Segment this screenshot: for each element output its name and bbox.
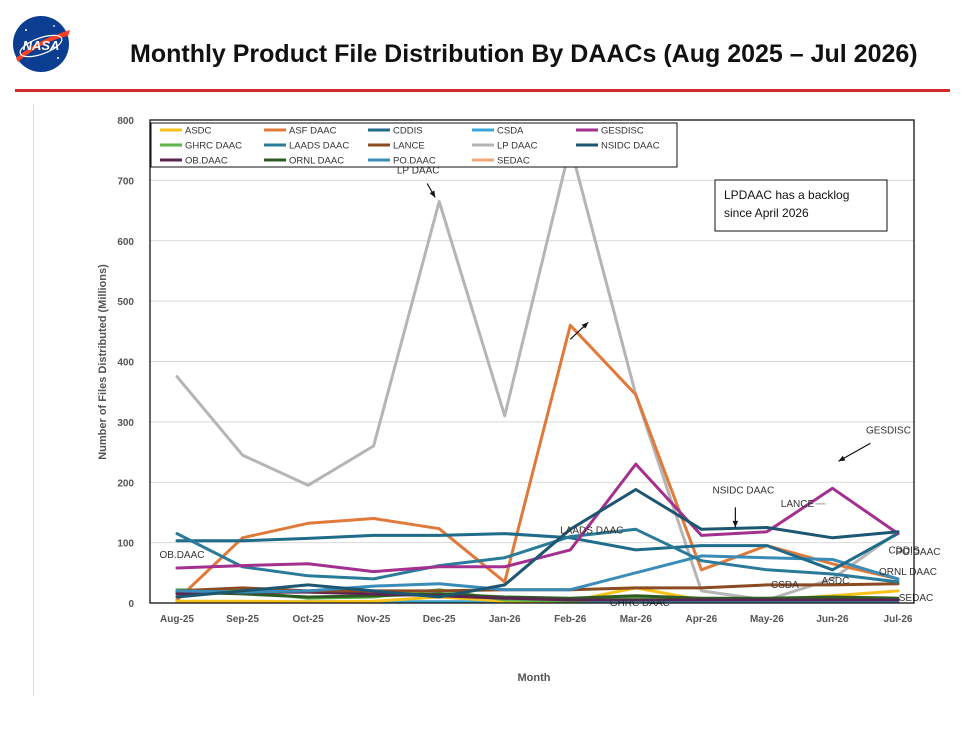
- plot-area-border: [149, 119, 915, 604]
- y-tick-label: 0: [128, 599, 134, 610]
- legend-item-lp-daac: LP DAAC: [472, 141, 538, 152]
- series-line-cddis: [175, 532, 900, 572]
- y-tick-label: 500: [117, 297, 134, 308]
- x-tick-label: Jan-26: [489, 614, 521, 625]
- series-label-cddis: CDDIS: [888, 546, 919, 557]
- nasa-logo: NASA: [13, 16, 70, 72]
- series-label-csda: CSDA: [771, 580, 799, 591]
- legend-label: ASDC: [185, 126, 212, 137]
- legend-label: ORNL DAAC: [289, 156, 344, 167]
- legend-item-asf-daac: ASF DAAC: [264, 126, 337, 137]
- legend-item-csda: CSDA: [472, 126, 524, 137]
- series-label-laads-daac: LAADS DAAC: [560, 525, 623, 536]
- backlog-note: LPDAAC has a backlog since April 2026: [714, 179, 888, 232]
- backlog-note-box: [714, 179, 888, 232]
- series-label-lance: LANCE: [781, 499, 815, 510]
- x-tick-label: Oct-25: [293, 614, 325, 625]
- legend-label: OB.DAAC: [185, 156, 228, 167]
- series-line-laads-daac: [175, 527, 900, 584]
- series-label-ghrc-daac: GHRC DAAC: [610, 598, 670, 609]
- legend-label: CSDA: [497, 126, 524, 137]
- backlog-note-line-2: since April 2026: [724, 206, 809, 220]
- legend-item-sedac: SEDAC: [472, 156, 530, 167]
- legend-label: ASF DAAC: [289, 126, 337, 137]
- y-tick-label: 400: [117, 358, 134, 369]
- y-tick-label: 300: [117, 418, 134, 429]
- y-tick-label: 200: [117, 478, 134, 489]
- series-label-ob-daac: OB.DAAC: [159, 550, 204, 561]
- legend-item-gesdisc: GESDISC: [576, 126, 644, 137]
- page-title: Monthly Product File Distribution By DAA…: [130, 40, 918, 68]
- y-tick-label: 800: [117, 116, 134, 127]
- nasa-logo-text: NASA: [23, 38, 60, 53]
- series-label-asdc: ASDC: [822, 576, 850, 587]
- x-tick-label: Jul-26: [884, 614, 913, 625]
- x-tick-label: Dec-25: [423, 614, 456, 625]
- series-lines: [175, 144, 900, 604]
- series-label-sedac: SEDAC: [899, 593, 933, 604]
- legend-label: CDDIS: [393, 126, 423, 137]
- series-label-lp-daac: LP DAAC: [397, 166, 440, 177]
- x-tick-label: May-26: [750, 614, 784, 625]
- y-tick-label: 600: [117, 237, 134, 248]
- y-axis-title: Number of Files Distributed (Millions): [97, 264, 109, 460]
- x-tick-label: Jun-26: [816, 614, 849, 625]
- legend-item-asdc: ASDC: [160, 126, 212, 137]
- legend-item-ob-daac: OB.DAAC: [160, 156, 228, 167]
- series-line-lp-daac: [175, 144, 900, 602]
- legend-item-nsidc-daac: NSIDC DAAC: [576, 141, 660, 152]
- legend-label: GESDISC: [601, 126, 644, 137]
- x-axis-ticks: Aug-25 Sep-25 Oct-25 Nov-25 Dec-25 Jan-26 Feb-…: [160, 614, 913, 625]
- legend-label: SEDAC: [497, 156, 530, 167]
- series-label-po-daac: PO.DAAC: [895, 547, 940, 558]
- y-axis-ticks: 0 100 200 300 400 500 600 700 800: [117, 116, 134, 610]
- x-tick-label: Nov-25: [357, 614, 391, 625]
- legend-item-ghrc-daac: GHRC DAAC: [160, 141, 242, 152]
- legend-label: NSIDC DAAC: [601, 141, 660, 152]
- legend-label: LANCE: [393, 141, 425, 152]
- x-tick-label: Apr-26: [686, 614, 718, 625]
- annotation-arrowhead: [732, 520, 739, 528]
- x-tick-label: Aug-25: [160, 614, 194, 625]
- series-label-ornl-daac: ORNL DAAC: [879, 567, 937, 578]
- legend-item-laads-daac: LAADS DAAC: [264, 141, 349, 152]
- backlog-note-line-1: LPDAAC has a backlog: [724, 188, 849, 202]
- legend-label: LAADS DAAC: [289, 141, 349, 152]
- series-label-nsidc-daac: NSIDC DAAC: [713, 485, 775, 496]
- annotation-leaders: [426, 183, 871, 531]
- legend-item-lance: LANCE: [368, 141, 425, 152]
- chart-frame-line: [33, 104, 34, 696]
- y-tick-label: 700: [117, 176, 134, 187]
- legend-item-ornl-daac: ORNL DAAC: [264, 156, 344, 167]
- x-tick-label: Mar-26: [620, 614, 653, 625]
- annotation-arrowhead: [581, 322, 589, 329]
- legend-item-cddis: CDDIS: [368, 126, 423, 137]
- annotation-arrowhead: [429, 190, 436, 198]
- legend-label: GHRC DAAC: [185, 141, 242, 152]
- legend-label: PO.DAAC: [393, 156, 436, 167]
- y-tick-label: 100: [117, 539, 134, 550]
- annotation-arrowhead: [838, 455, 846, 462]
- series-label-gesdisc: GESDISC: [866, 425, 911, 436]
- title-divider: [15, 89, 950, 92]
- x-axis-title: Month: [518, 672, 551, 684]
- legend-item-po-daac: PO.DAAC: [368, 156, 436, 167]
- legend: ASDC ASF DAAC CDDIS CSDA GESDISC GHRC DAAC LAA…: [160, 126, 660, 167]
- x-tick-label: Sep-25: [226, 614, 259, 625]
- legend-label: LP DAAC: [497, 141, 538, 152]
- series-line-po-daac: [175, 554, 900, 594]
- series-line-nsidc-daac: [175, 488, 900, 599]
- gridlines: [150, 179, 914, 544]
- x-tick-label: Feb-26: [554, 614, 587, 625]
